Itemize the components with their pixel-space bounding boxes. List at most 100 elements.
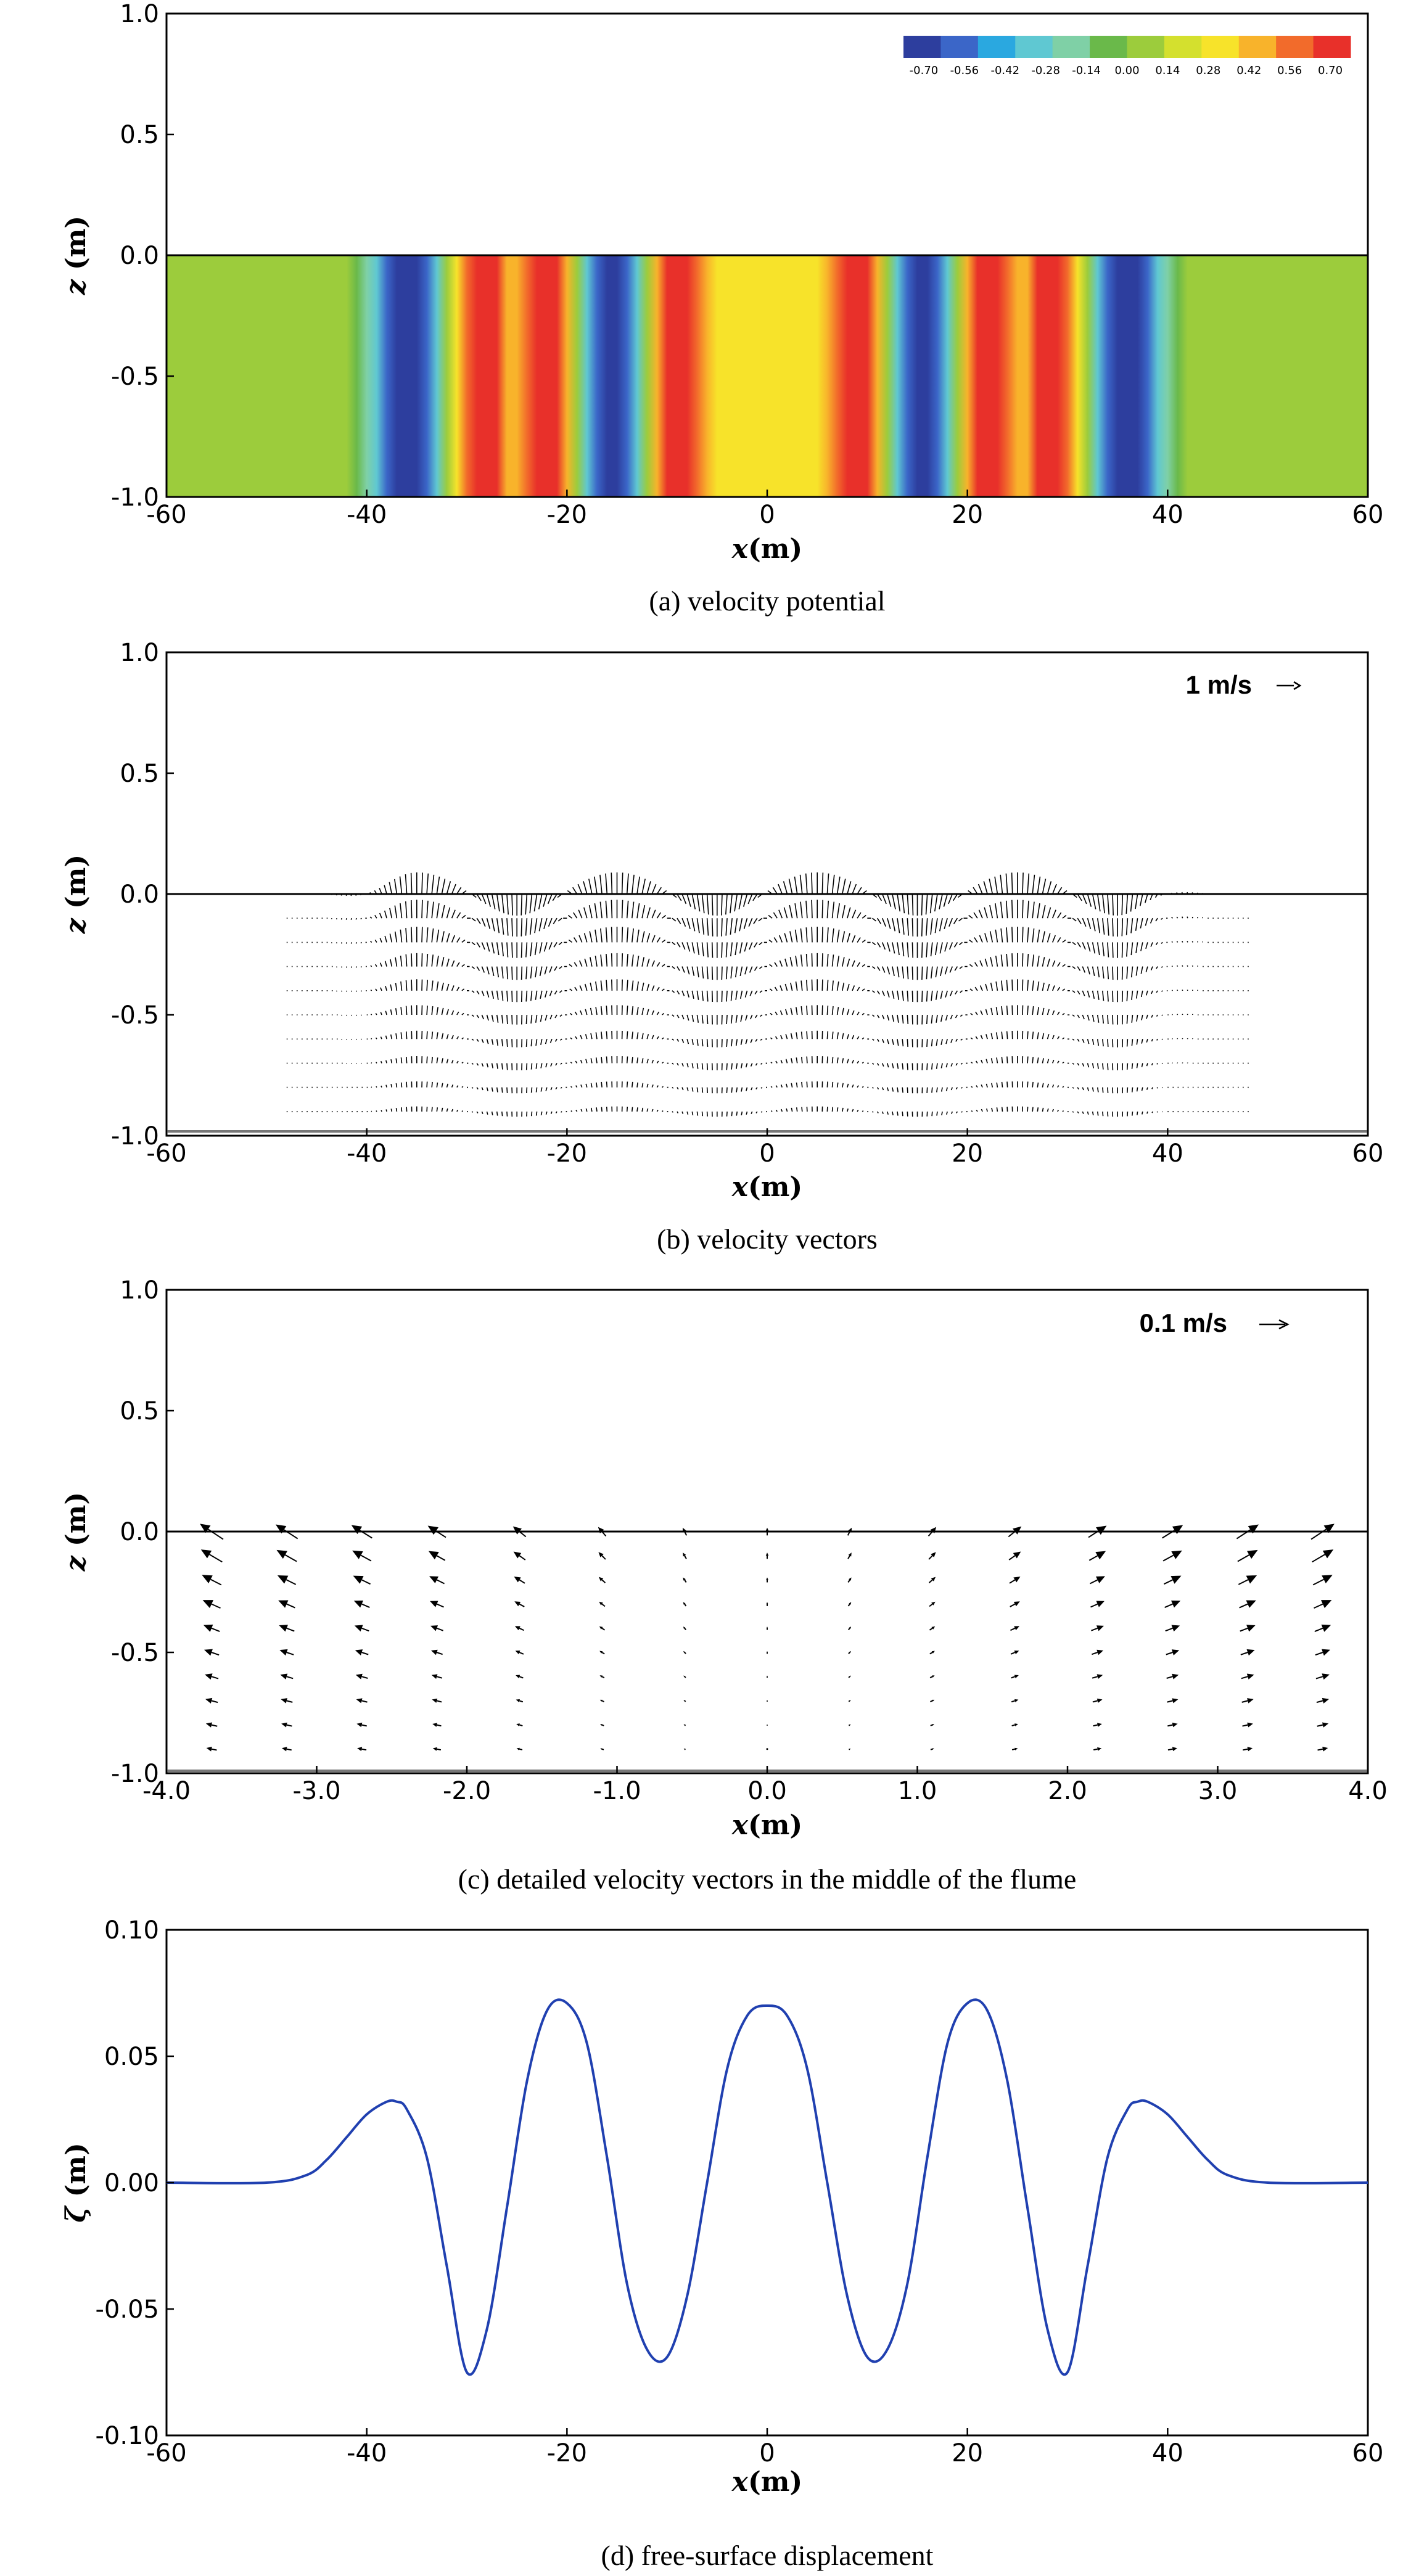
colorbar-swatch bbox=[903, 36, 941, 58]
velocity-arrow bbox=[848, 1675, 851, 1678]
y-tick-label: 1.0 bbox=[120, 0, 159, 28]
y-axis-label: ζ (m) bbox=[60, 2143, 92, 2223]
velocity-arrow bbox=[930, 1748, 934, 1750]
arrow-head bbox=[1323, 1524, 1335, 1533]
velocity-arrow bbox=[1008, 1551, 1021, 1561]
arrow-head bbox=[432, 1723, 438, 1727]
arrow-head bbox=[849, 1675, 851, 1678]
y-axis-symbol: z bbox=[60, 909, 92, 934]
x-tick-label: 60 bbox=[1352, 501, 1384, 529]
arrow-shaft bbox=[847, 1604, 850, 1607]
x-tick-label: -20 bbox=[547, 501, 587, 529]
arrow-shaft bbox=[209, 1554, 223, 1563]
arrow-head bbox=[598, 1552, 604, 1557]
arrow-head bbox=[599, 1699, 603, 1702]
arrow-head bbox=[1095, 1551, 1106, 1560]
x-axis-symbol: x bbox=[731, 1171, 749, 1203]
arrow-shaft bbox=[211, 1652, 220, 1656]
velocity-arrow bbox=[1315, 1673, 1330, 1680]
reference-arrow-head bbox=[1293, 681, 1302, 691]
arrow-head bbox=[516, 1747, 520, 1750]
reference-vector-label: 0.1 m/s bbox=[1140, 1308, 1227, 1337]
arrow-shaft bbox=[1011, 1676, 1016, 1679]
y-axis-label: z (m) bbox=[60, 855, 92, 935]
velocity-arrow bbox=[432, 1723, 442, 1727]
velocity-arrow bbox=[847, 1527, 852, 1536]
arrow-shaft bbox=[361, 1676, 368, 1679]
x-axis-unit: (m) bbox=[748, 1171, 802, 1203]
arrow-shaft bbox=[1236, 1529, 1251, 1540]
velocity-arrow bbox=[357, 1747, 367, 1752]
x-axis-symbol: x bbox=[731, 1810, 749, 1841]
velocity-arrow bbox=[278, 1600, 295, 1609]
x-axis-unit: (m) bbox=[748, 1810, 802, 1841]
arrow-shaft bbox=[286, 1603, 295, 1609]
arrow-head bbox=[1013, 1601, 1020, 1607]
velocity-arrow bbox=[598, 1552, 606, 1560]
y-axis-symbol: z bbox=[60, 1546, 92, 1572]
arrow-shaft bbox=[361, 1748, 367, 1751]
arrow-shaft bbox=[361, 1652, 369, 1655]
arrow-shaft bbox=[1317, 1724, 1323, 1727]
velocity-arrow bbox=[1164, 1600, 1181, 1608]
arrow-shaft bbox=[436, 1627, 443, 1631]
arrow-head bbox=[1096, 1625, 1104, 1631]
x-tick-label: 40 bbox=[1152, 1139, 1183, 1168]
x-tick-label: -60 bbox=[146, 2439, 186, 2467]
arrow-head bbox=[516, 1699, 520, 1702]
velocity-arrow bbox=[1315, 1649, 1331, 1656]
arrow-head bbox=[1247, 1747, 1253, 1752]
x-tick-label: 60 bbox=[1352, 1139, 1384, 1168]
arrow-shaft bbox=[519, 1724, 523, 1727]
arrow-head bbox=[683, 1553, 686, 1557]
velocity-arrow bbox=[683, 1675, 686, 1678]
arrow-head bbox=[1171, 1649, 1180, 1655]
velocity-arrow bbox=[1317, 1747, 1328, 1752]
arrow-shaft bbox=[519, 1748, 523, 1750]
velocity-arrow bbox=[1093, 1723, 1102, 1727]
arrow-head bbox=[1096, 1601, 1105, 1607]
arrow-head bbox=[512, 1526, 522, 1535]
arrow-shaft bbox=[286, 1652, 294, 1655]
colorbar-swatch bbox=[940, 36, 979, 58]
arrow-head bbox=[1096, 1674, 1103, 1680]
arrow-head bbox=[1322, 1673, 1330, 1680]
arrow-head bbox=[200, 1524, 211, 1533]
arrow-shaft bbox=[436, 1555, 446, 1561]
velocity-arrow bbox=[514, 1626, 524, 1631]
velocity-arrow bbox=[929, 1675, 935, 1679]
arrow-head bbox=[1171, 1550, 1182, 1559]
arrow-shaft bbox=[848, 1748, 850, 1750]
velocity-arrow bbox=[1166, 1649, 1180, 1655]
arrow-head bbox=[683, 1651, 686, 1653]
arrow-head bbox=[849, 1700, 851, 1702]
y-axis-unit: (m) bbox=[60, 1492, 92, 1546]
velocity-arrow bbox=[683, 1577, 687, 1583]
arrow-head bbox=[1172, 1747, 1177, 1752]
arrow-head bbox=[683, 1602, 686, 1605]
arrow-shaft bbox=[1166, 1652, 1173, 1655]
arrow-head bbox=[1014, 1626, 1020, 1631]
y-tick-label: -0.5 bbox=[111, 1001, 159, 1030]
y-tick-label: 0.5 bbox=[120, 121, 159, 149]
velocity-arrow bbox=[275, 1524, 298, 1540]
arrow-shaft bbox=[1011, 1724, 1016, 1727]
velocity-arrow bbox=[683, 1748, 686, 1750]
arrow-head bbox=[600, 1724, 603, 1726]
arrow-head bbox=[430, 1601, 438, 1607]
arrow-head bbox=[204, 1649, 213, 1656]
vector-field bbox=[286, 872, 1249, 1117]
velocity-arrow bbox=[281, 1698, 293, 1704]
arrow-shaft bbox=[211, 1700, 218, 1704]
colorbar-tick-label: -0.14 bbox=[1072, 64, 1101, 77]
arrow-head bbox=[1322, 1722, 1329, 1728]
x-tick-label: -40 bbox=[347, 501, 387, 529]
velocity-arrow bbox=[432, 1698, 442, 1703]
velocity-arrow bbox=[516, 1699, 524, 1703]
arrow-shaft bbox=[437, 1700, 442, 1703]
velocity-arrow bbox=[848, 1724, 851, 1726]
x-axis-unit: (m) bbox=[748, 533, 802, 565]
colorbar-tick-label: 0.00 bbox=[1114, 64, 1139, 77]
velocity-arrow bbox=[683, 1724, 686, 1726]
arrow-shaft bbox=[848, 1724, 850, 1726]
